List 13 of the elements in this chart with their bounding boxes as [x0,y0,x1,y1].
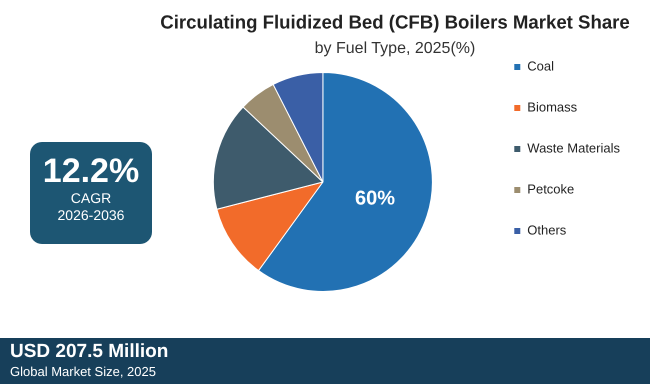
text: CAGR [70,190,112,207]
chart-subtitle: by Fuel Type, 2025(%) [314,40,476,57]
legend-label: Others [527,222,567,238]
chart-title: Circulating Fluidized Bed (CFB) Boilers Market Share [160,11,630,33]
legend-label: Waste Materials [527,140,620,156]
text: 12.2% [42,152,140,190]
text: 2026-2036 [56,207,126,224]
legend-label: Biomass [527,100,578,115]
legend-label: Coal [527,58,554,74]
text: USD 207.5 Million [10,341,168,363]
legend-label: Petcoke [527,182,574,197]
text: Global Market Size, 2025 [10,364,156,379]
data-label: 60% [354,187,396,210]
